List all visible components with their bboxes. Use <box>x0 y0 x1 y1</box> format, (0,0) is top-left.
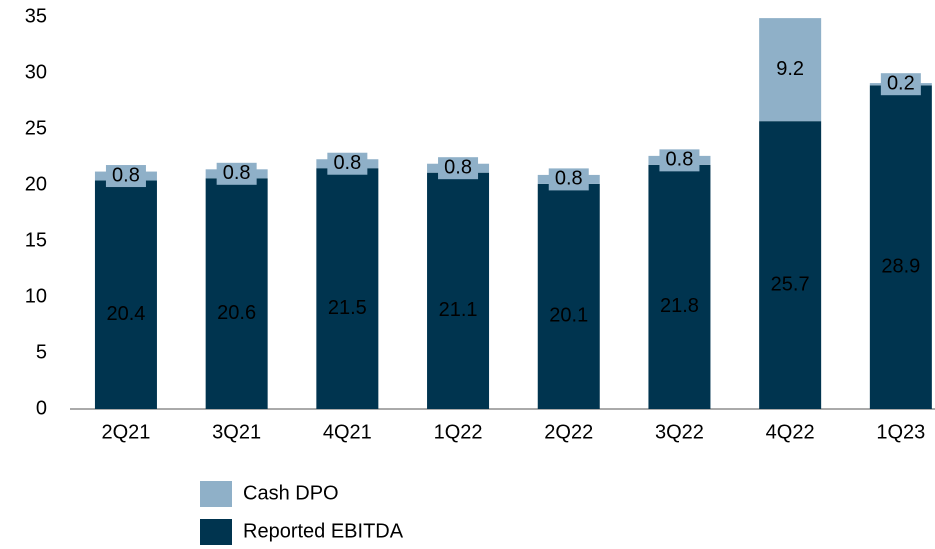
legend-label: Cash DPO <box>243 482 339 504</box>
y-tick-label: 15 <box>25 229 47 251</box>
data-label: 0.8 <box>555 168 583 190</box>
y-tick-label: 35 <box>25 5 47 27</box>
label-box <box>548 168 589 191</box>
data-label: 0.8 <box>112 164 140 186</box>
legend-label: Reported EBITDA <box>243 520 404 542</box>
bar-segment <box>759 18 822 122</box>
x-tick-label: 2Q21 <box>101 421 150 443</box>
bar-segment <box>537 183 600 409</box>
data-label: 25.7 <box>771 273 810 295</box>
x-tick-label: 3Q21 <box>212 421 261 443</box>
data-label: 9.2 <box>776 58 804 80</box>
bar-segment <box>648 164 711 409</box>
bar-segment <box>759 121 822 409</box>
data-label: 0.8 <box>223 162 251 184</box>
x-tick-label: 1Q23 <box>876 421 925 443</box>
label-box <box>105 165 146 188</box>
data-label: 28.9 <box>881 255 920 277</box>
bar-segment <box>869 85 932 409</box>
x-tick-label: 2Q22 <box>544 421 593 443</box>
label-box <box>438 157 479 180</box>
x-tick-label: 4Q21 <box>323 421 372 443</box>
y-tick-label: 25 <box>25 117 47 139</box>
legend-swatch <box>200 481 232 507</box>
bar-segment <box>94 180 157 409</box>
label-box <box>880 73 921 96</box>
bar-segment <box>427 172 490 409</box>
y-tick-label: 10 <box>25 285 47 307</box>
y-tick-label: 5 <box>36 341 47 363</box>
label-box <box>327 152 368 175</box>
x-tick-label: 4Q22 <box>766 421 815 443</box>
data-label: 21.5 <box>328 297 367 319</box>
x-tick-label: 1Q22 <box>434 421 483 443</box>
data-label: 0.8 <box>666 149 694 171</box>
label-box <box>659 149 700 172</box>
data-label: 0.8 <box>333 152 361 174</box>
bar-segment <box>205 178 268 409</box>
data-label: 20.1 <box>549 305 588 327</box>
data-label: 20.4 <box>106 303 145 325</box>
data-label: 21.1 <box>439 299 478 321</box>
y-tick-label: 0 <box>36 397 47 419</box>
y-tick-label: 20 <box>25 173 47 195</box>
data-label: 20.6 <box>217 302 256 324</box>
legend-swatch <box>200 519 232 545</box>
data-label: 21.8 <box>660 295 699 317</box>
bar-segment <box>316 168 379 409</box>
label-box <box>216 162 257 185</box>
data-label: 0.8 <box>444 156 472 178</box>
x-tick-label: 3Q22 <box>655 421 704 443</box>
y-tick-label: 30 <box>25 61 47 83</box>
data-label: 0.2 <box>887 72 915 94</box>
